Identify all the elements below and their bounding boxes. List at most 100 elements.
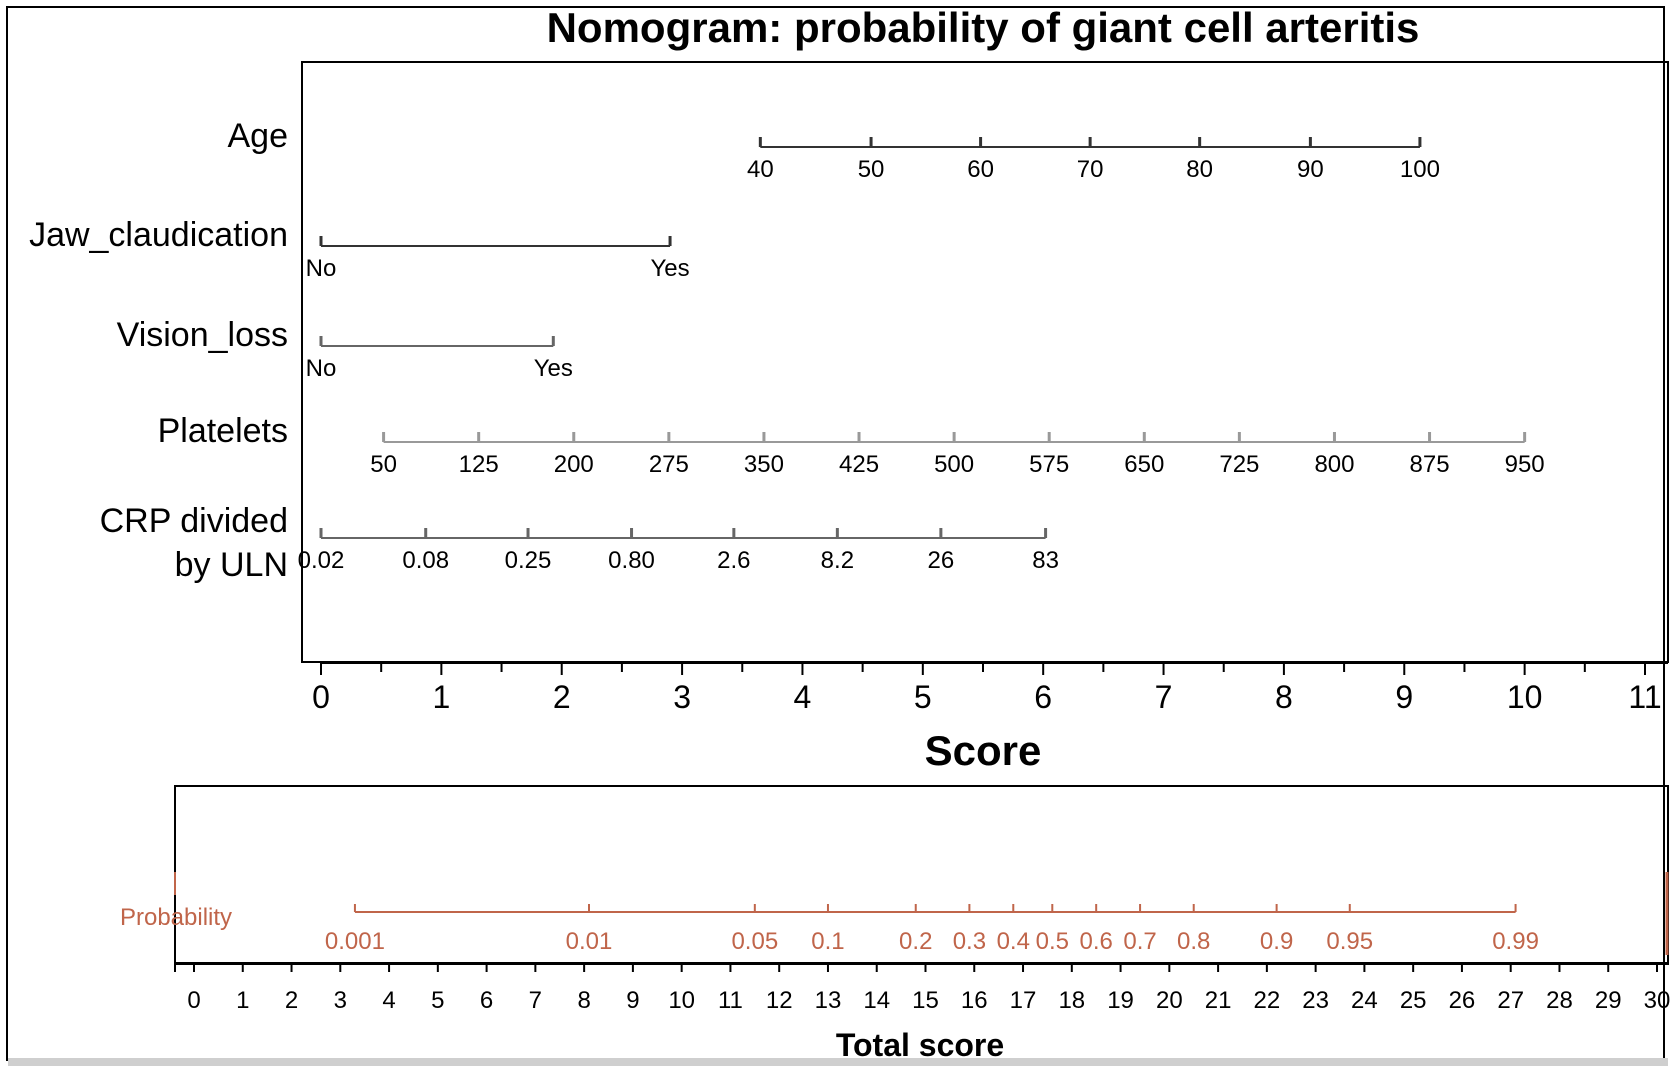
variable-tick-label: 8.2 (821, 547, 854, 574)
variable-tick-label: 0.25 (505, 547, 552, 574)
variable-label: Vision_loss (117, 316, 288, 354)
score-tick-label: 3 (673, 679, 691, 715)
bottom-strip (8, 1058, 1668, 1066)
variable-tick-label: 800 (1314, 451, 1354, 478)
total-tick-label: 5 (431, 987, 444, 1014)
total-tick-label: 29 (1595, 987, 1622, 1014)
total-score-axis: 0 1 2 3 4 5 6 7 8 9 10 11 12 13 14 15 16 17 18 19 20 21 22 23 24… (174, 962, 1671, 1014)
variable-tick-label: 650 (1124, 451, 1164, 478)
score-tick-label: 2 (553, 679, 571, 715)
total-tick-label: 15 (912, 987, 939, 1014)
probability-tick-label: 0.8 (1177, 928, 1210, 955)
score-axis: 0 1 2 3 4 5 6 7 8 9 10 11 (312, 662, 1668, 715)
variable-tick-label: 875 (1410, 451, 1450, 478)
total-tick-label: 2 (285, 987, 298, 1014)
variable-platelets: Platelets 50 125 200 275 350 425 500 575 650 725 80… (158, 412, 1545, 478)
score-tick-label: 1 (432, 679, 450, 715)
probability-tick-label: 0.05 (731, 928, 778, 955)
probability-tick-label: 0.9 (1260, 928, 1293, 955)
probability-tick-label: 0.01 (566, 928, 613, 955)
variable-tick-label: 60 (967, 156, 994, 183)
total-tick-label: 25 (1400, 987, 1427, 1014)
probability-label: Probability (120, 904, 232, 931)
total-tick-label: 26 (1449, 987, 1476, 1014)
variable-tick-label: 90 (1297, 156, 1324, 183)
variable-tick-label: 275 (649, 451, 689, 478)
total-tick-label: 24 (1351, 987, 1378, 1014)
variable-tick-label: 200 (554, 451, 594, 478)
variable-tick-label: Yes (534, 355, 573, 382)
variable-tick-label: 80 (1186, 156, 1213, 183)
variable-tick-label: 125 (459, 451, 499, 478)
variable-tick-label: 350 (744, 451, 784, 478)
score-tick-label: 11 (1628, 679, 1661, 715)
variable-age: Age 40 50 60 70 80 90 100 (228, 117, 1440, 183)
total-tick-label: 21 (1205, 987, 1232, 1014)
score-tick-label: 6 (1034, 679, 1052, 715)
variable-tick-label: 425 (839, 451, 879, 478)
variable-jaw-claudication: Jaw_claudication No Yes (29, 216, 690, 282)
total-tick-label: 9 (626, 987, 639, 1014)
total-tick-label: 18 (1058, 987, 1085, 1014)
score-tick-label: 10 (1507, 679, 1543, 715)
total-tick-label: 10 (668, 987, 695, 1014)
score-tick-label: 4 (794, 679, 812, 715)
total-tick-label: 4 (382, 987, 395, 1014)
variable-tick-label: 725 (1219, 451, 1259, 478)
variable-tick-label: 0.08 (402, 547, 449, 574)
probability-tick-label: 0.99 (1492, 928, 1539, 955)
probability-tick-label: 0.001 (325, 928, 385, 955)
score-tick-label: 8 (1275, 679, 1293, 715)
probability-tick-label: 0.2 (899, 928, 932, 955)
variable-vision-loss: Vision_loss No Yes (117, 316, 573, 382)
probability-tick-label: 0.7 (1123, 928, 1156, 955)
variable-tick-label: 50 (370, 451, 397, 478)
variable-tick-label: 0.80 (608, 547, 655, 574)
total-tick-label: 12 (766, 987, 793, 1014)
variable-tick-label: 2.6 (717, 547, 750, 574)
score-tick-label: 9 (1395, 679, 1413, 715)
probability-tick-label: 0.95 (1326, 928, 1373, 955)
variable-tick-label: No (306, 255, 337, 282)
probability-scale: Probability 0.001 0.01 0.05 0.1 0.2 0.3 0.4 0.5 0… (120, 872, 1669, 955)
variable-tick-label: 50 (858, 156, 885, 183)
total-score-axis-title: Total score (836, 1027, 1004, 1063)
probability-tick-label: 0.3 (953, 928, 986, 955)
variable-tick-label: 575 (1029, 451, 1069, 478)
variable-label: CRP divided (100, 502, 288, 540)
variable-tick-label: 0.02 (298, 547, 345, 574)
total-tick-label: 1 (236, 987, 249, 1014)
total-tick-label: 30 (1644, 987, 1671, 1014)
total-tick-label: 6 (480, 987, 493, 1014)
variable-label: Jaw_claudication (29, 216, 288, 254)
probability-tick-label: 0.1 (811, 928, 844, 955)
total-tick-label: 0 (187, 987, 200, 1014)
total-tick-label: 28 (1546, 987, 1573, 1014)
variable-tick-label: 950 (1505, 451, 1545, 478)
probability-tick-label: 0.5 (1036, 928, 1069, 955)
variable-tick-label: 26 (928, 547, 955, 574)
total-tick-label: 3 (334, 987, 347, 1014)
total-tick-label: 7 (529, 987, 542, 1014)
variable-label: Platelets (158, 412, 288, 450)
variable-tick-label: 100 (1400, 156, 1440, 183)
total-tick-label: 17 (1010, 987, 1037, 1014)
total-tick-label: 27 (1497, 987, 1524, 1014)
chart-title: Nomogram: probability of giant cell arte… (547, 4, 1420, 51)
total-tick-label: 11 (718, 987, 743, 1014)
variable-label: Age (228, 117, 289, 155)
total-tick-label: 8 (577, 987, 590, 1014)
total-tick-label: 23 (1302, 987, 1329, 1014)
score-tick-label: 0 (312, 679, 330, 715)
variable-tick-label: 40 (747, 156, 774, 183)
variable-tick-label: 70 (1077, 156, 1104, 183)
variable-crp-divided-by-uln: CRP divided by ULN 0.02 0.08 0.25 0.80 2.6 8.2 2… (100, 502, 1059, 584)
total-tick-label: 20 (1156, 987, 1183, 1014)
score-tick-label: 7 (1155, 679, 1173, 715)
total-tick-label: 19 (1107, 987, 1134, 1014)
variable-tick-label: 83 (1032, 547, 1059, 574)
variable-tick-label: Yes (650, 255, 689, 282)
total-tick-label: 16 (961, 987, 988, 1014)
